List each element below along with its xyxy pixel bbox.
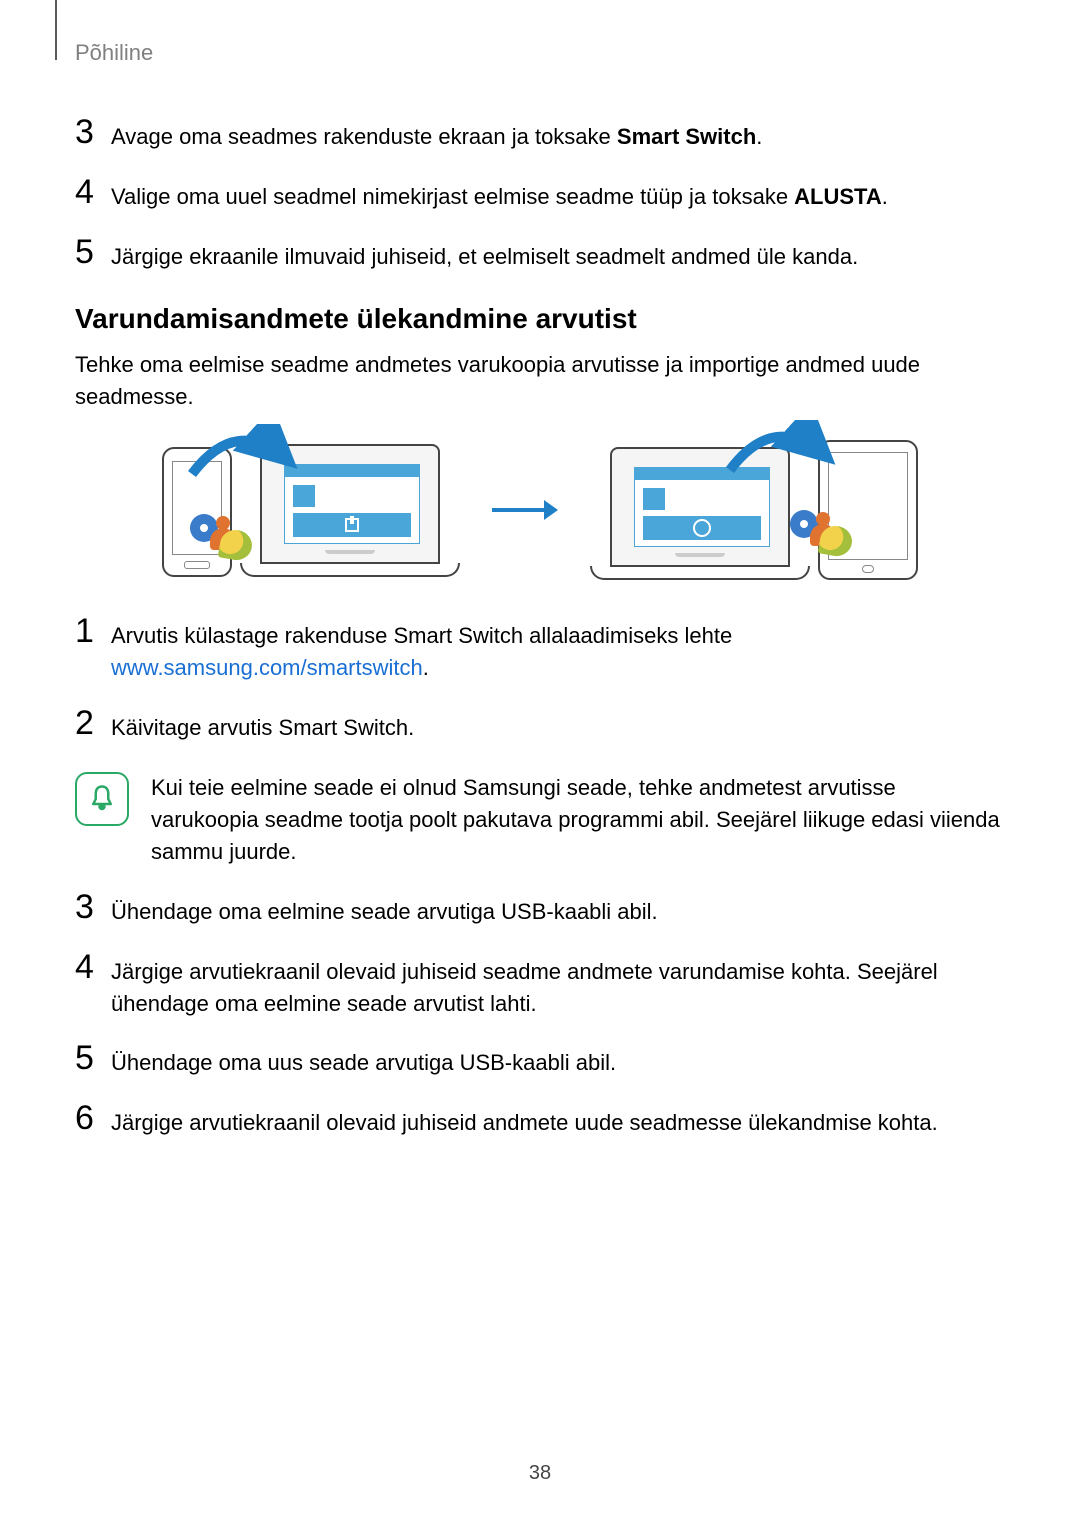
list-steps-first: 3 Avage oma seadmes rakenduste ekraan ja… (75, 121, 1005, 273)
list-item: 2 Käivitage arvutis Smart Switch. (75, 712, 1005, 744)
bell-icon (75, 772, 129, 826)
step-number: 4 (75, 175, 111, 209)
step-text: Avage oma seadmes rakenduste ekraan ja t… (111, 121, 1005, 153)
list-item: 3 Avage oma seadmes rakenduste ekraan ja… (75, 121, 1005, 153)
step-number: 3 (75, 115, 111, 149)
list-item: 1 Arvutis külastage rakenduse Smart Swit… (75, 620, 1005, 684)
step-number: 5 (75, 1041, 111, 1075)
step-text: Järgige ekraanile ilmuvaid juhiseid, et … (111, 241, 1005, 273)
transfer-diagram (75, 440, 1005, 580)
arrow-right-icon (490, 498, 560, 522)
page-number: 38 (0, 1462, 1080, 1485)
section-heading: Varundamisandmete ülekandmine arvutist (75, 303, 1005, 335)
arc-arrow-icon (720, 420, 840, 480)
step-text: Ühendage oma uus seade arvutiga USB-kaab… (111, 1047, 1005, 1079)
step-text: Arvutis külastage rakenduse Smart Switch… (111, 620, 1005, 684)
step-text: Käivitage arvutis Smart Switch. (111, 712, 1005, 744)
list-item: 5 Järgige ekraanile ilmuvaid juhiseid, e… (75, 241, 1005, 273)
step-text: Ühendage oma eelmine seade arvutiga USB-… (111, 896, 1005, 928)
list-steps-third: 3 Ühendage oma eelmine seade arvutiga US… (75, 896, 1005, 1139)
step-number: 2 (75, 706, 111, 740)
note-callout: Kui teie eelmine seade ei olnud Samsungi… (75, 772, 1005, 868)
step-number: 5 (75, 235, 111, 269)
list-item: 5 Ühendage oma uus seade arvutiga USB-ka… (75, 1047, 1005, 1079)
section-paragraph: Tehke oma eelmise seadme andmetes varuko… (75, 349, 1005, 413)
data-cluster-icon (790, 510, 850, 560)
list-item: 6 Järgige arvutiekraanil olevaid juhisei… (75, 1107, 1005, 1139)
step-text: Järgige arvutiekraanil olevaid juhiseid … (111, 956, 1005, 1020)
smartswitch-link[interactable]: www.samsung.com/smartswitch (111, 655, 423, 680)
step-number: 6 (75, 1101, 111, 1135)
header-rule (55, 0, 57, 60)
step-number: 3 (75, 890, 111, 924)
step-text: Järgige arvutiekraanil olevaid juhiseid … (111, 1107, 1005, 1139)
step-number: 4 (75, 950, 111, 984)
breadcrumb: Põhiline (75, 40, 1005, 66)
arc-arrow-icon (182, 424, 302, 484)
note-text: Kui teie eelmine seade ei olnud Samsungi… (151, 772, 1005, 868)
list-steps-second: 1 Arvutis külastage rakenduse Smart Swit… (75, 620, 1005, 744)
data-cluster-icon (190, 514, 250, 564)
list-item: 4 Valige oma uuel seadmel nimekirjast ee… (75, 181, 1005, 213)
step-number: 1 (75, 614, 111, 648)
step-text: Valige oma uuel seadmel nimekirjast eelm… (111, 181, 1005, 213)
list-item: 4 Järgige arvutiekraanil olevaid juhisei… (75, 956, 1005, 1020)
list-item: 3 Ühendage oma eelmine seade arvutiga US… (75, 896, 1005, 928)
